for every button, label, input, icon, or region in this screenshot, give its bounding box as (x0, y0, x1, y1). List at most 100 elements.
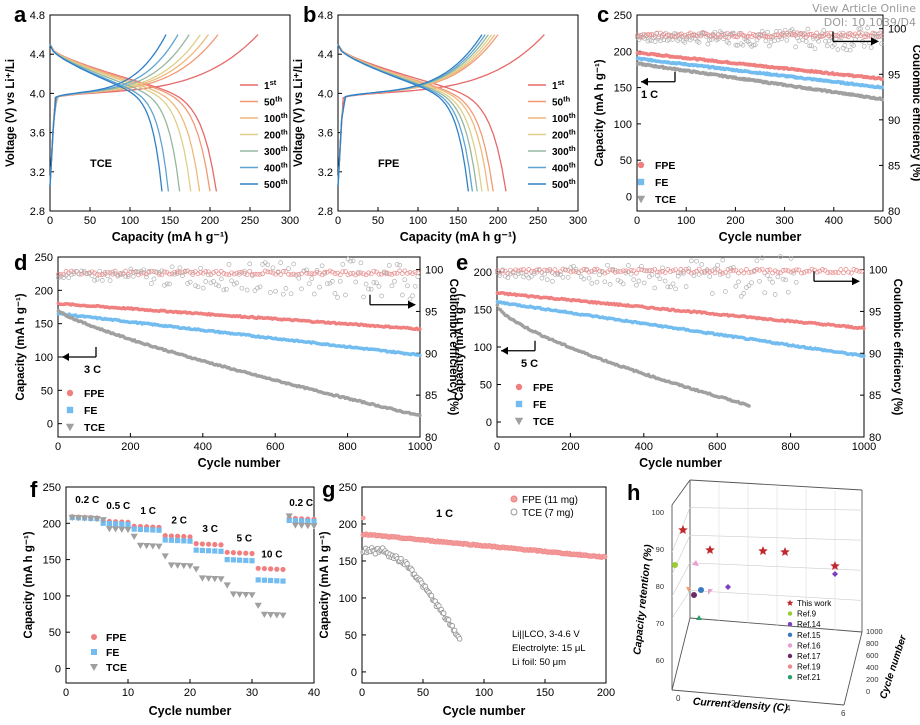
ce-point-fpe (573, 269, 579, 274)
ce-point-fpe (291, 271, 297, 277)
ce-point-fpe (125, 272, 131, 277)
ce-point-tce (762, 290, 768, 296)
legend-marker-triangle (236, 591, 244, 598)
legend-marker-square (255, 577, 261, 583)
box-edge (671, 689, 845, 706)
ce-point-fpe (224, 271, 229, 277)
legend-marker-triangle (118, 526, 126, 533)
ce-point-tce (592, 269, 597, 275)
x-tick-label: 400 (825, 215, 843, 227)
ce-point-fpe (203, 269, 209, 274)
legend-sup: th (275, 95, 282, 104)
ce-point-fpe (371, 268, 377, 274)
ce-point-fpe (358, 270, 364, 276)
ce-point-tce (705, 41, 711, 47)
ce-point-tce (335, 295, 340, 300)
ce-point-tce (304, 267, 309, 273)
ce-point-fpe (257, 271, 263, 277)
legend-label: Ref.15 (797, 631, 821, 640)
legend-label: 300th (264, 144, 288, 158)
grid-line (689, 507, 863, 511)
panel-e: 0 200 400 600 800 1000 0 50 100 150 200 Cycle numbe… (454, 250, 903, 470)
legend-marker-triangle (291, 522, 299, 529)
ce-point-fpe (216, 271, 222, 277)
ce-point-fpe (759, 266, 765, 272)
note-line: Li foil: 50 μm (512, 657, 566, 668)
x-tick-label: 0 (359, 687, 365, 699)
legend-marker-circle (515, 383, 523, 391)
ce-point-tce (361, 294, 366, 300)
x-tick-label: 300 (775, 215, 793, 227)
y-tick-label: 200 (614, 46, 632, 58)
ce-point-fpe (607, 267, 613, 273)
ce-point-tce (389, 283, 395, 289)
ref-point (696, 615, 702, 620)
ce-point-tce (696, 272, 702, 277)
x-tick-label: 200 (597, 687, 615, 699)
legend-marker-triangle (167, 562, 175, 569)
ce-point-fpe (262, 268, 268, 274)
ce-point-fpe (81, 270, 87, 276)
ce-point-fpe (234, 270, 240, 276)
ce-point-tce (154, 269, 159, 275)
legend-marker-triangle (267, 612, 275, 619)
legend-label: FE (655, 177, 668, 189)
ce-point-tce (788, 256, 794, 261)
ref-point (672, 562, 678, 568)
ce-point-tce (226, 262, 232, 267)
ce-point-tce (343, 292, 348, 298)
ce-point-fpe (332, 271, 338, 276)
ce-point-tce (105, 273, 110, 279)
ce-point-fpe (809, 266, 815, 272)
ce-point-tce (84, 271, 90, 276)
legend-label: FPE (11 mg) (522, 495, 578, 506)
legend-label: FE (533, 399, 546, 411)
ce-point-fpe (244, 272, 250, 278)
ce-point-fpe (859, 268, 865, 274)
legend-marker-triangle (223, 582, 231, 589)
legend-marker-triangle (254, 602, 262, 609)
rate-step-label: 0.5 C (106, 501, 130, 512)
panel-b: 0 50 100 150 200 250 300 2.8 3.2 3.6 4.0 4.4 4.8 Capa… (293, 2, 587, 244)
ce-point-tce (807, 43, 813, 49)
y-tick-label: 3.6 (318, 128, 333, 140)
this-work-star (758, 546, 768, 555)
ce-point-tce (805, 26, 811, 32)
legend-marker-square (150, 527, 156, 533)
y-axis-label: Capacity (mA h g⁻¹) (594, 59, 606, 166)
legend-marker (510, 495, 518, 503)
ce-point-tce (652, 39, 658, 44)
ce-point-tce (311, 291, 317, 297)
y-axis-label: Capacity (mA h g⁻¹) (23, 531, 35, 638)
ce-point-fpe (280, 269, 286, 274)
discharge-curve-300th (49, 44, 181, 192)
plot-frame (65, 486, 315, 684)
ce-point-tce (376, 283, 382, 289)
y-tick-label: 0 (486, 417, 492, 429)
y-tick-label: 4.8 (318, 10, 333, 22)
ce-point-fpe (785, 268, 791, 274)
ce-point-tce (353, 279, 359, 285)
x-tick-label: 0 (634, 215, 640, 227)
legend-sup: st (270, 78, 277, 87)
ce-point-fpe (392, 270, 397, 276)
ce-point-tce (61, 275, 66, 280)
charge-curve-500th (49, 34, 167, 187)
ce-point-tce (216, 283, 222, 289)
capacity-point-tce (880, 97, 884, 102)
ce-point-tce (597, 272, 602, 278)
rate-label: 3 C (84, 364, 101, 376)
ce-point-tce (740, 42, 746, 48)
legend-label: 50th (264, 95, 283, 109)
legend-marker-square (286, 517, 292, 523)
ce-point-tce (141, 267, 147, 273)
legend-marker-square (261, 577, 267, 583)
ce-point-tce (858, 26, 863, 31)
ce-point-fpe (58, 271, 64, 277)
legend-label: This work (797, 599, 832, 608)
legend-marker-circle (162, 533, 168, 539)
ce-point-fpe (407, 270, 413, 275)
rate-step-label: 0.2 C (289, 498, 313, 509)
legend-marker-triangle (143, 543, 151, 550)
discharge-curve-400th (337, 44, 474, 192)
